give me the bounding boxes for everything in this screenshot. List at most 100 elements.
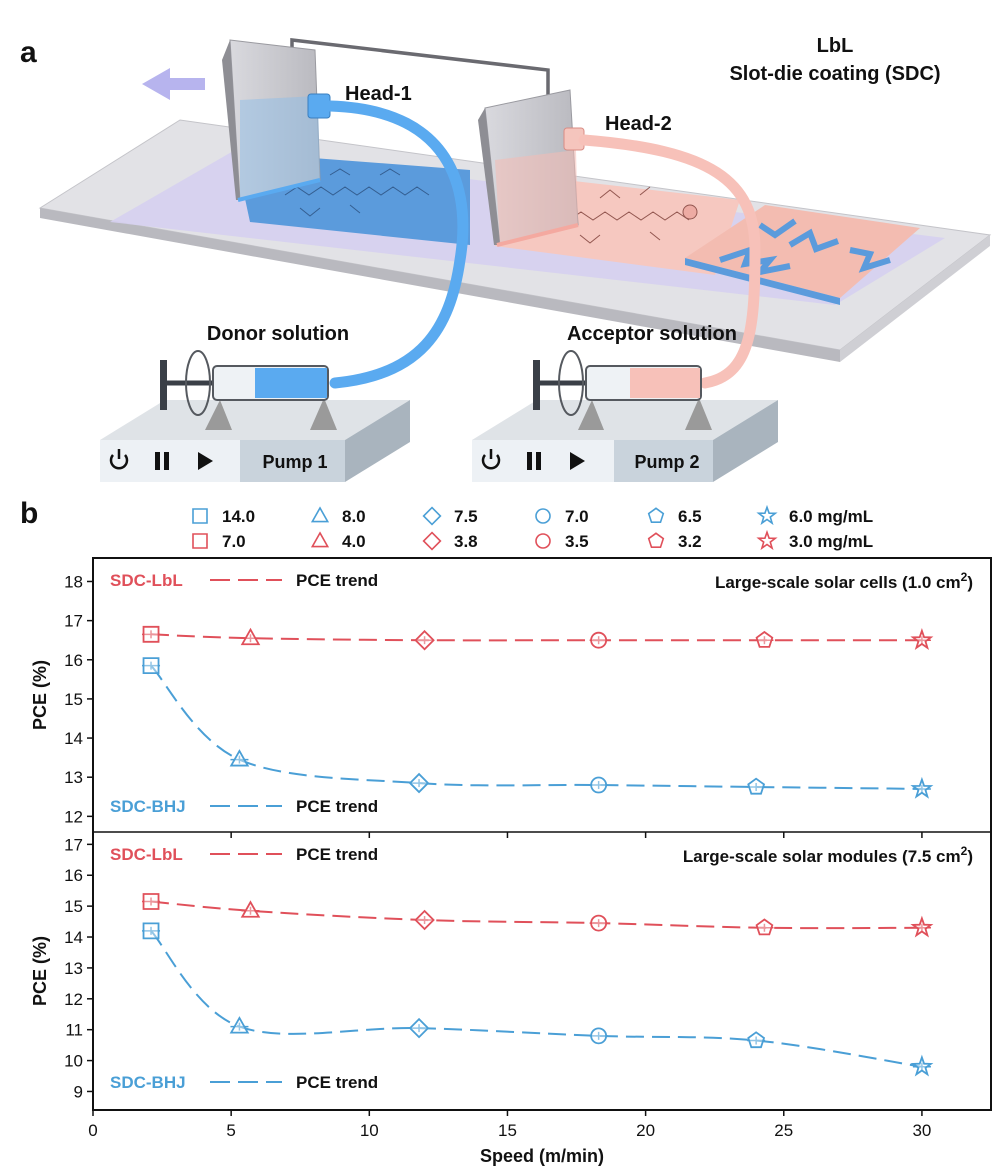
acceptor-tube xyxy=(578,134,761,389)
data-point-bhj xyxy=(229,1016,250,1034)
legend-marker-blue-diamond xyxy=(422,506,442,526)
legend-marker-blue-pentagon xyxy=(647,507,665,523)
pump-2-front-left xyxy=(472,440,614,482)
acceptor-film-block-side xyxy=(685,258,840,305)
y-tick-label: 9 xyxy=(74,1082,83,1101)
x-tick-label: 25 xyxy=(774,1121,793,1140)
head-1-label: Head-1 xyxy=(345,83,412,105)
legend-marker-red-square xyxy=(192,533,208,549)
y-axis-label: PCE (%) xyxy=(30,660,50,730)
x-tick-label: 5 xyxy=(226,1121,235,1140)
legend-marker-blue-triangle xyxy=(310,506,330,523)
head-2-front xyxy=(478,108,500,245)
head-1-slot-line xyxy=(237,178,321,202)
legend-label-blue: 7.5 xyxy=(454,507,478,526)
data-point-lbl xyxy=(414,909,435,931)
head-2-label: Head-2 xyxy=(605,113,672,135)
pump-2-plunger-handle xyxy=(533,360,540,410)
y-tick-label: 15 xyxy=(64,897,83,916)
data-point-bhj xyxy=(229,749,250,767)
legend-label-blue: 7.0 xyxy=(565,507,589,526)
panel-a-label: a xyxy=(20,36,37,69)
data-point-lbl xyxy=(589,914,608,932)
pump-2-foot-b xyxy=(685,398,712,430)
legend-label-red: 3.2 xyxy=(678,532,702,551)
y-tick-label: 14 xyxy=(64,928,83,947)
data-point-lbl xyxy=(755,918,774,936)
subplot-title: Large-scale solar cells (1.0 cm2) xyxy=(715,570,973,592)
legend-label-blue: 6.5 xyxy=(678,507,702,526)
legend-label-blue: 8.0 xyxy=(342,507,366,526)
data-point-lbl xyxy=(755,630,774,648)
data-point-bhj xyxy=(408,772,430,794)
data-point-lbl xyxy=(240,627,261,646)
legend-marker-red-pentagon xyxy=(647,532,665,548)
solar-cells-chart: 12 13 14 15 16 17 18 PCE (%) Large-scale solar c… xyxy=(30,570,973,826)
x-tick-label: 20 xyxy=(636,1121,655,1140)
panel-a: a LbL Slot-die coating (SDC) xyxy=(20,35,992,482)
legend-label-red: 3.0 mg/mL xyxy=(789,532,873,551)
data-point-lbl xyxy=(240,900,261,918)
y-tick-label: 12 xyxy=(64,990,83,1009)
x-axis-label: Speed (m/min) xyxy=(480,1146,604,1166)
pump-2-foot-a xyxy=(578,400,604,430)
pump-1-play-icon xyxy=(198,452,213,470)
y-tick-label: 11 xyxy=(65,1021,83,1040)
trend-line-bhj xyxy=(150,664,922,790)
donor-tube xyxy=(324,100,469,389)
concentration-legend: 14.0 7.0 8.0 4.0 7.5 3.8 7.0 3.5 6.5 3.2 6.0 mg/mL… xyxy=(192,504,873,551)
data-point-bhj xyxy=(142,922,161,940)
data-point-lbl xyxy=(910,628,934,651)
head-connector-bar xyxy=(290,38,550,98)
legend-label-red: 4.0 xyxy=(342,532,366,551)
pump-2-front-right xyxy=(614,440,713,482)
x-tick-label: 10 xyxy=(360,1121,379,1140)
series-label-bhj: SDC-BHJ xyxy=(110,1073,186,1092)
y-tick-label: 13 xyxy=(64,768,83,787)
y-tick-label: 14 xyxy=(64,729,83,748)
y-tick-label: 17 xyxy=(64,612,83,631)
pump-2-flange xyxy=(558,350,584,416)
y-tick-label: 12 xyxy=(64,807,83,826)
pump-2-pause-icon xyxy=(527,452,541,470)
legend-label-blue: 6.0 mg/mL xyxy=(789,507,873,526)
pump-2-side xyxy=(713,400,778,482)
trend-line-lbl xyxy=(150,633,922,642)
legend-label-red: 3.8 xyxy=(454,532,478,551)
pump-1-power-icon xyxy=(109,449,129,470)
data-point-lbl xyxy=(142,625,161,643)
data-point-bhj xyxy=(589,1027,608,1045)
pump-1-front-right xyxy=(240,440,345,482)
trend-label-lbl: PCE trend xyxy=(296,845,378,864)
legend-marker-red-diamond xyxy=(422,531,442,551)
data-point-bhj xyxy=(589,776,608,794)
legend-label-blue: 14.0 xyxy=(222,507,255,526)
pump-1: Donor solution Pump 1 xyxy=(100,323,410,482)
panel-a-title-line2: Slot-die coating (SDC) xyxy=(729,63,940,85)
legend-label-red: 3.5 xyxy=(565,532,589,551)
head-2-slot xyxy=(495,150,578,245)
y-tick-label: 15 xyxy=(64,690,83,709)
trend-line-bhj xyxy=(150,930,923,1068)
panel-b: b 14.0 7.0 8.0 4.0 7.5 3.8 7.0 3.5 6.5 3.2 6.0 mg/… xyxy=(20,497,992,1166)
series-label-lbl: SDC-LbL xyxy=(110,845,183,864)
subplot-title: Large-scale solar modules (7.5 cm2) xyxy=(683,844,973,866)
y-tick-label: 16 xyxy=(64,866,83,885)
data-point-lbl xyxy=(589,631,608,649)
pump-2-label: Pump 2 xyxy=(634,452,699,472)
x-axis: 0 5 10 15 20 25 30 Speed (m/min) xyxy=(88,832,931,1166)
data-point-bhj xyxy=(747,777,766,795)
trend-label-lbl: PCE trend xyxy=(296,571,378,590)
pump-1-solution xyxy=(255,368,327,398)
pump-2-solution xyxy=(630,368,700,398)
substrate-platform-side xyxy=(840,235,990,362)
pump-2-play-icon xyxy=(570,452,585,470)
acceptor-film-block xyxy=(685,205,920,298)
pump-1-flange xyxy=(185,350,211,416)
data-point-bhj xyxy=(747,1031,766,1049)
head-1-front xyxy=(222,40,240,200)
legend-marker-blue-star xyxy=(756,504,778,526)
data-point-bhj xyxy=(910,776,934,799)
y-tick-label: 18 xyxy=(64,572,83,591)
